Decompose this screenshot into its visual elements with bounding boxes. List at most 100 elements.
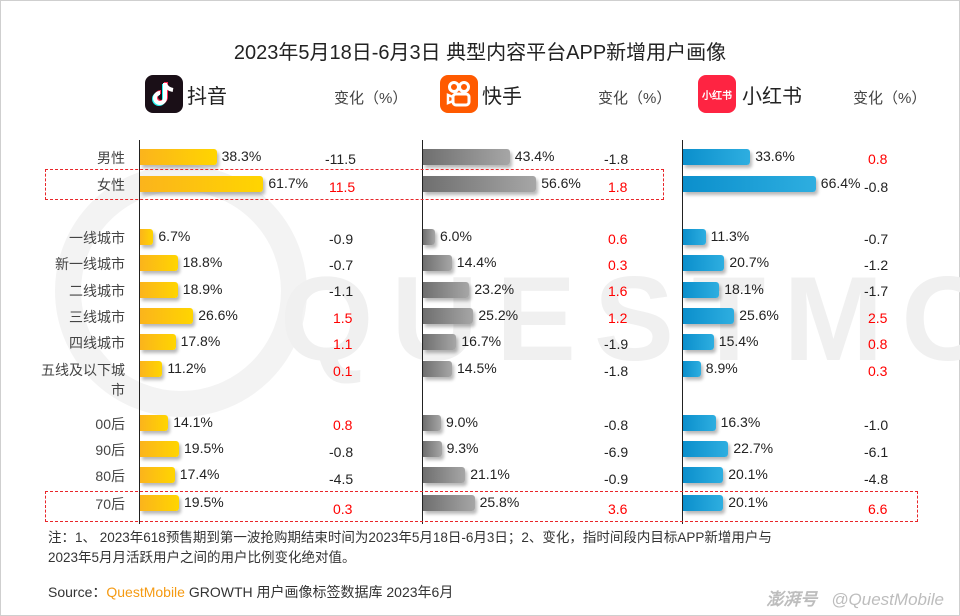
bar-xiaohongshu	[683, 495, 724, 511]
category-label: 五线及以下城市	[41, 362, 125, 398]
change-label-kuaishou: -0.8	[604, 417, 629, 433]
credit-platform: 澎湃号	[766, 590, 818, 609]
app-name: 小红书	[742, 85, 802, 108]
value-label-xiaohongshu: 20.7%	[729, 254, 770, 270]
bar-douyin	[140, 495, 179, 511]
value-label-douyin: 6.7%	[158, 228, 191, 244]
change-label-xiaohongshu: -1.0	[864, 417, 889, 433]
bar-kuaishou	[423, 495, 475, 511]
value-label-douyin: 17.4%	[179, 466, 220, 482]
change-label-kuaishou: -0.9	[604, 471, 629, 487]
value-label-xiaohongshu: 8.9%	[705, 360, 738, 376]
change-label-xiaohongshu: 6.6	[868, 501, 888, 517]
value-label-xiaohongshu: 66.4%	[820, 175, 861, 191]
value-label-kuaishou: 25.2%	[478, 307, 519, 323]
category-label: 二线城市	[69, 283, 125, 299]
change-label-kuaishou: -6.9	[604, 444, 629, 460]
app-name: 抖音	[187, 85, 227, 108]
footnote: 注：1、 2023年618预售期到第一波抢购期结束时间为2023年5月18日-6…	[48, 528, 928, 568]
bar-douyin	[140, 282, 178, 298]
change-label-xiaohongshu: -1.2	[864, 257, 889, 273]
bar-douyin	[140, 149, 217, 165]
category-label: 70后	[95, 496, 125, 512]
source-prefix: Source：	[48, 584, 107, 600]
value-label-kuaishou: 56.6%	[541, 175, 581, 191]
change-label-douyin: 11.5	[329, 179, 356, 195]
value-label-douyin: 38.3%	[221, 148, 262, 164]
bar-kuaishou	[423, 255, 452, 271]
value-label-douyin: 18.8%	[182, 254, 223, 270]
bar-kuaishou	[423, 282, 470, 298]
change-header-douyin: 变化（%）	[334, 90, 408, 107]
bar-kuaishou	[423, 361, 452, 377]
change-label-douyin: 0.8	[333, 417, 353, 433]
bar-xiaohongshu	[683, 282, 720, 298]
bar-douyin	[140, 361, 163, 377]
bar-xiaohongshu	[683, 149, 751, 165]
bar-kuaishou	[423, 176, 537, 192]
axis-xiaohongshu	[682, 140, 683, 524]
source-brand: QuestMobile	[106, 584, 185, 600]
bar-douyin	[140, 176, 264, 192]
bar-kuaishou	[423, 441, 442, 457]
value-label-kuaishou: 9.3%	[446, 440, 479, 456]
value-label-kuaishou: 14.4%	[456, 254, 497, 270]
bar-douyin	[140, 229, 154, 245]
value-label-douyin: 18.9%	[182, 281, 223, 297]
change-header-kuaishou: 变化（%）	[598, 90, 672, 107]
value-label-kuaishou: 21.1%	[470, 466, 510, 482]
douyin-icon	[145, 75, 183, 113]
change-label-xiaohongshu: -1.7	[864, 283, 889, 299]
category-label: 四线城市	[69, 335, 125, 351]
category-label: 三线城市	[69, 309, 125, 325]
change-label-douyin: -0.7	[329, 257, 354, 273]
bar-xiaohongshu	[683, 176, 816, 192]
bar-douyin	[140, 334, 176, 350]
value-label-douyin: 11.2%	[167, 360, 207, 376]
category-label: 00后	[95, 416, 125, 432]
app-name: 快手	[482, 85, 522, 108]
chart-title: 2023年5月18日-6月3日 典型内容平台APP新增用户画像	[233, 42, 727, 64]
value-label-xiaohongshu: 16.3%	[720, 414, 761, 430]
change-label-kuaishou: 1.6	[608, 283, 628, 299]
value-label-douyin: 14.1%	[173, 414, 213, 430]
bar-kuaishou	[423, 467, 466, 483]
value-label-kuaishou: 23.2%	[474, 281, 515, 297]
app-header-kuaishou: 快手	[440, 75, 522, 113]
value-label-kuaishou: 16.7%	[461, 333, 502, 349]
category-label: 女性	[97, 177, 125, 193]
bar-douyin	[140, 415, 169, 431]
category-label: 男性	[97, 150, 125, 166]
watermark-text: QUESTMOBILE	[280, 252, 960, 386]
change-label-douyin: 1.5	[333, 310, 353, 326]
change-label-douyin: -0.8	[329, 444, 354, 460]
source-rest: GROWTH 用户画像标签数据库 2023年6月	[184, 584, 454, 600]
change-label-kuaishou: 0.3	[608, 257, 628, 273]
bar-kuaishou	[423, 415, 441, 431]
xiaohongshu-icon: 小红书	[698, 75, 736, 113]
change-label-douyin: -1.1	[329, 283, 354, 299]
change-label-kuaishou: 1.8	[608, 179, 628, 195]
credit-account: @QuestMobile	[831, 590, 944, 609]
value-label-xiaohongshu: 11.3%	[710, 228, 750, 244]
axis-douyin	[139, 140, 140, 524]
change-label-kuaishou: -1.8	[604, 363, 629, 379]
value-label-douyin: 19.5%	[184, 440, 224, 456]
change-label-kuaishou: 0.6	[608, 231, 628, 247]
change-label-kuaishou: 3.6	[608, 501, 628, 517]
bar-kuaishou	[423, 229, 435, 245]
value-label-xiaohongshu: 22.7%	[733, 440, 774, 456]
change-label-douyin: -4.5	[329, 471, 354, 487]
bar-xiaohongshu	[683, 467, 724, 483]
category-label: 新一线城市	[55, 256, 125, 272]
change-label-xiaohongshu: 0.8	[868, 151, 888, 167]
bar-douyin	[140, 308, 194, 324]
change-label-xiaohongshu: 0.8	[868, 336, 888, 352]
value-label-douyin: 26.6%	[198, 307, 238, 323]
credit-watermark: 澎湃号 @QuestMobile	[766, 585, 944, 610]
bar-douyin	[140, 255, 178, 271]
bar-xiaohongshu	[683, 334, 714, 350]
value-label-xiaohongshu: 25.6%	[739, 307, 779, 323]
kuaishou-icon	[440, 75, 478, 113]
change-label-kuaishou: 1.2	[608, 310, 628, 326]
